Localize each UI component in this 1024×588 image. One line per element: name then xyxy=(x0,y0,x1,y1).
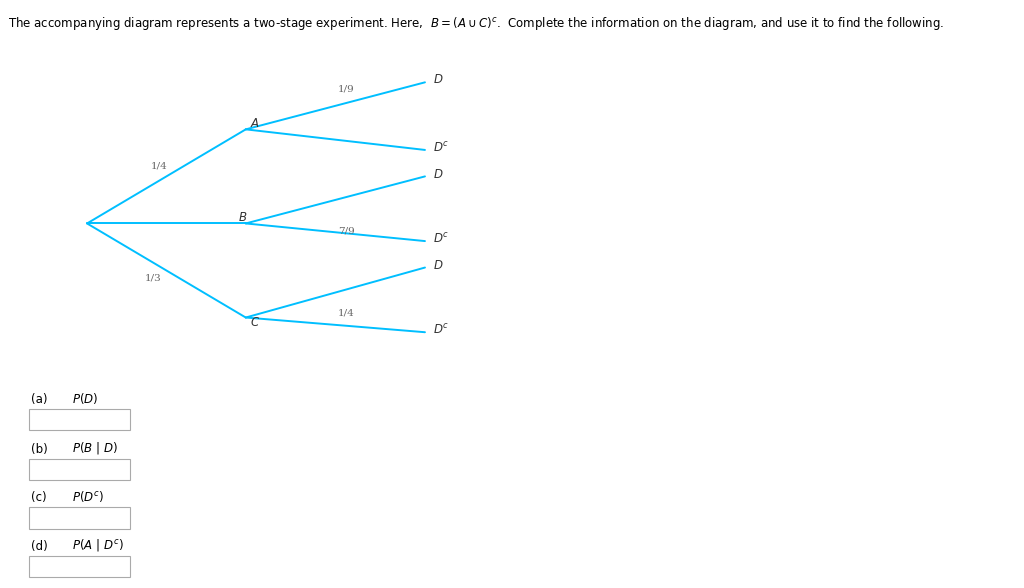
Text: 7/9: 7/9 xyxy=(338,226,354,236)
Text: (d): (d) xyxy=(31,540,47,553)
Text: $P(D^c)$: $P(D^c)$ xyxy=(72,489,103,504)
Text: $D$: $D$ xyxy=(433,168,443,181)
Text: 1/9: 1/9 xyxy=(338,85,354,94)
FancyBboxPatch shape xyxy=(29,409,130,430)
Text: $D^c$: $D^c$ xyxy=(433,141,450,155)
Text: 1/4: 1/4 xyxy=(338,308,354,318)
Text: $A$: $A$ xyxy=(250,117,260,130)
Text: $B$: $B$ xyxy=(238,211,247,224)
FancyBboxPatch shape xyxy=(29,556,130,577)
Text: $D$: $D$ xyxy=(433,74,443,86)
Text: 1/4: 1/4 xyxy=(151,161,167,171)
Text: (c): (c) xyxy=(31,491,46,504)
FancyBboxPatch shape xyxy=(29,459,130,480)
Text: 1/3: 1/3 xyxy=(145,273,162,283)
Text: (b): (b) xyxy=(31,443,47,456)
FancyBboxPatch shape xyxy=(29,507,130,529)
Text: $P(B\ |\ D)$: $P(B\ |\ D)$ xyxy=(72,440,118,456)
Text: $D$: $D$ xyxy=(433,259,443,272)
Text: (a): (a) xyxy=(31,393,47,406)
Text: The accompanying diagram represents a two-stage experiment. Here,  $B = (A \cup : The accompanying diagram represents a tw… xyxy=(8,15,944,32)
Text: $D^c$: $D^c$ xyxy=(433,232,450,246)
Text: $P(A\ |\ D^c)$: $P(A\ |\ D^c)$ xyxy=(72,537,123,553)
Text: $C$: $C$ xyxy=(250,316,260,329)
Text: $P(D)$: $P(D)$ xyxy=(72,390,98,406)
Text: $D^c$: $D^c$ xyxy=(433,323,450,337)
